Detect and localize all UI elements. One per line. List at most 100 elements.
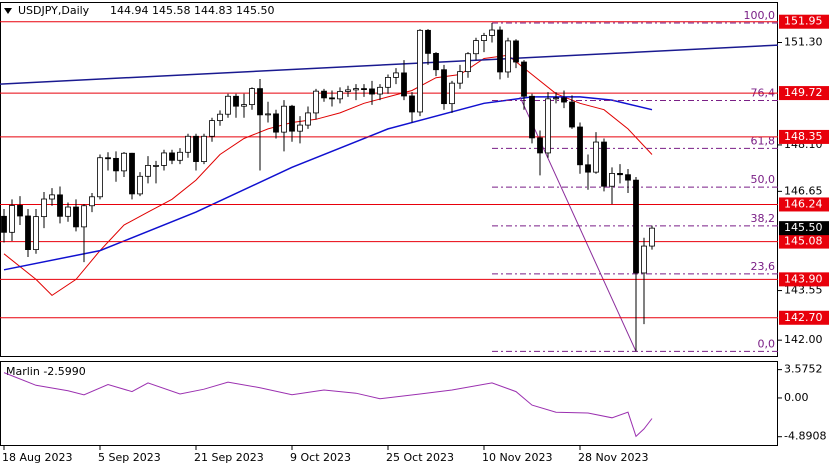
candle-body [505, 40, 511, 73]
candle-body [177, 151, 183, 161]
indicator-title: Marlin -2.5990 [6, 365, 86, 378]
candle-body [489, 29, 495, 36]
candle-body [281, 105, 287, 133]
candle-body [457, 71, 463, 84]
level-tag [779, 86, 829, 101]
level-label: 149.72 [784, 86, 823, 99]
candle-body [553, 97, 559, 100]
candle-body [585, 164, 591, 173]
candle-body [449, 82, 455, 105]
candle-body [233, 95, 239, 107]
candle-body [305, 112, 311, 126]
candle-body [153, 165, 159, 167]
x-tick-label: 28 Nov 2023 [578, 451, 648, 464]
candle-body [529, 95, 535, 139]
candle-body [473, 40, 479, 55]
level-tag [779, 310, 829, 325]
candle-body [561, 97, 567, 103]
y-tick-label: 3.5752 [784, 363, 823, 376]
candle-body [1, 215, 7, 233]
fib-label: 0,0 [758, 337, 776, 350]
y-tick-label: 0.00 [784, 391, 809, 404]
candle-body [361, 88, 367, 90]
candle-body [545, 98, 551, 154]
candle-body [249, 88, 255, 106]
candle-body [641, 245, 647, 274]
quote: 144.94 145.58 144.83 145.50 [110, 4, 274, 17]
level-label: 151.95 [784, 15, 823, 28]
fib-label: 38,2 [751, 212, 776, 225]
candle-body [313, 90, 319, 114]
candle-body [145, 165, 151, 177]
x-tick-label: 21 Sep 2023 [194, 451, 264, 464]
candle-body [649, 227, 655, 247]
y-tick-label: 151.30 [784, 36, 823, 49]
candle-body [537, 137, 543, 154]
symbol-title: USDJPY,Daily [18, 4, 90, 17]
candle-body [41, 198, 47, 218]
overlay-line [3, 96, 653, 271]
candle-body [121, 152, 127, 172]
candle-body [73, 206, 79, 228]
candle-body [137, 175, 143, 195]
level-label: 146.24 [784, 197, 823, 210]
candle-body [65, 206, 71, 217]
candle-body [201, 135, 207, 162]
candle-body [521, 61, 527, 97]
last-price-tag [779, 221, 829, 236]
level-label: 142.70 [784, 311, 823, 324]
candle-body [481, 35, 487, 41]
candle-body [577, 126, 583, 166]
candle-body [241, 104, 247, 107]
candle-body [321, 90, 327, 99]
candle-body [441, 69, 447, 105]
last-price-label: 145.50 [784, 221, 823, 234]
candle-body [345, 89, 351, 92]
candle-body [113, 157, 119, 172]
candle-body [129, 152, 135, 195]
candle-body [81, 205, 87, 228]
candle-body [89, 196, 95, 207]
candle-body [625, 174, 631, 181]
candle-body [433, 52, 439, 71]
candle-body [105, 157, 111, 160]
candle-body [257, 88, 263, 116]
candle-body [57, 194, 63, 217]
candle-body [329, 97, 335, 100]
candle-body [209, 120, 215, 137]
candle-body [97, 157, 103, 198]
candle-body [225, 95, 231, 115]
candle-body [497, 29, 503, 73]
candle-body [569, 101, 575, 128]
candle-body [25, 215, 31, 250]
level-label: 148.35 [784, 130, 823, 143]
x-tick-label: 10 Nov 2023 [482, 451, 552, 464]
candle-body [169, 152, 175, 161]
y-tick-label: 143.55 [784, 284, 823, 297]
candle-body [193, 135, 199, 162]
main-pane [0, 2, 778, 357]
candle-body [601, 141, 607, 187]
candle-body [49, 194, 55, 200]
indicator-pane [0, 361, 778, 446]
candle-body [425, 29, 431, 54]
candle-body [393, 72, 399, 78]
candle-body [593, 141, 599, 173]
x-tick-label: 25 Oct 2023 [386, 451, 454, 464]
menu-arrow[interactable] [4, 8, 12, 14]
level-tag [779, 234, 829, 249]
candle-body [297, 124, 303, 132]
candle-body [17, 205, 23, 217]
candle-body [609, 173, 615, 187]
x-tick-label: 9 Oct 2023 [290, 451, 351, 464]
candle-body [633, 179, 639, 274]
candle-body [185, 135, 191, 153]
candle-body [289, 105, 295, 132]
candle-body [353, 88, 359, 91]
level-tag [779, 129, 829, 144]
y-tick-label: -4.8908 [784, 430, 826, 443]
candle-body [369, 88, 375, 95]
candle-body [513, 40, 519, 63]
y-tick-label: 142.00 [784, 333, 823, 346]
